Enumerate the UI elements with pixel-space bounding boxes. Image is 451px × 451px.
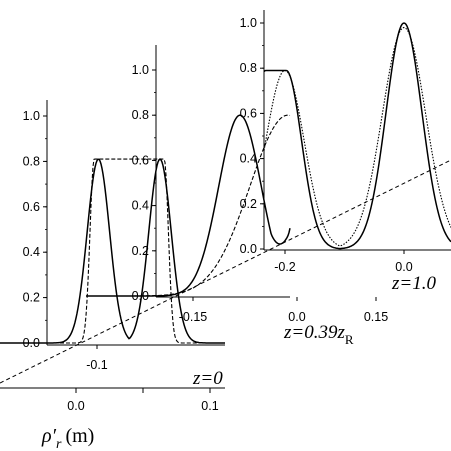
x-tick-label: 0.1: [201, 399, 218, 413]
y-tick-label: 1.0: [132, 63, 149, 77]
y-tick-label: 0.8: [240, 61, 257, 75]
plane-label: z=1.0: [391, 273, 436, 294]
y-tick-label: 0.0: [240, 242, 257, 256]
series-dotted-curve: [263, 26, 451, 247]
y-tick-label: 0.6: [132, 153, 149, 167]
y-tick-label: 0.6: [23, 200, 40, 214]
y-tick-label: 1.0: [23, 109, 40, 123]
x-tick-label: -0.2: [274, 260, 296, 274]
x-tick-label: 0.0: [67, 399, 84, 413]
y-tick-label: 0.8: [132, 108, 149, 122]
series-dashed-curve: [86, 114, 291, 297]
y-tick-label: 0.2: [132, 244, 149, 258]
x-tick-label: 0.0: [288, 310, 305, 324]
y-tick-label: 0.2: [23, 291, 40, 305]
propagation-axis-dashed: [0, 159, 451, 384]
y-tick-label: 0.2: [240, 197, 257, 211]
series-solid-curve: [263, 22, 451, 250]
panel-2: 0.0 0.2 0.4 0.6 0.8 1.0 -0.15 0.0 0.15 z=0.39zR: [86, 45, 388, 347]
x-tick-label: 0.0: [395, 260, 412, 274]
y-tick-label: 1.0: [240, 16, 257, 30]
y-tick-label: 0.4: [23, 245, 40, 259]
y-tick-label: 0.6: [240, 106, 257, 120]
panel-3: 0.00.20.40.60.81.0-0.2 0.0z=1.0: [240, 10, 451, 294]
y-tick-label: 0.4: [132, 199, 149, 213]
plane-label: z=0: [192, 368, 223, 389]
x-tick-label: -0.1: [86, 358, 108, 372]
panel-1: 0.00.20.40.60.81.0-0.10.0 0.1z=0: [0, 100, 225, 413]
x-tick-label: -0.15: [179, 310, 208, 324]
plane-label: z=0.39zR: [283, 322, 354, 347]
x-axis-label: ρ′r (m): [41, 425, 94, 451]
y-tick-label: 0.4: [240, 152, 257, 166]
y-tick-label: 0.8: [23, 154, 40, 168]
series-solid-curve: [86, 114, 291, 297]
x-tick-label: 0.15: [364, 310, 388, 324]
series-dashed-curve: [0, 158, 225, 344]
